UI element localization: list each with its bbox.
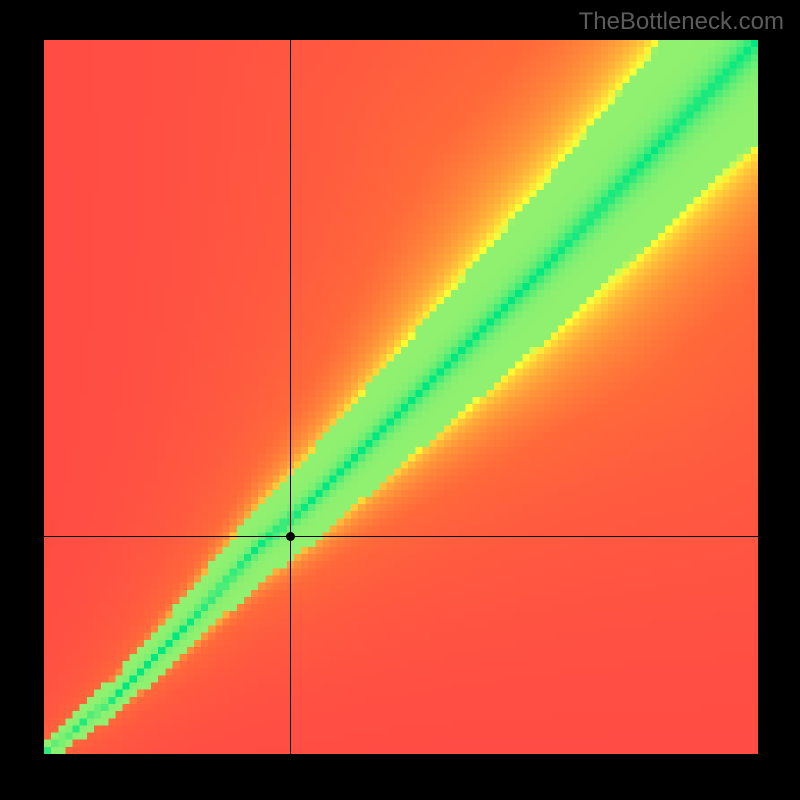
- crosshair-horizontal: [44, 536, 758, 537]
- watermark-text: TheBottleneck.com: [579, 8, 784, 36]
- crosshair-vertical: [290, 40, 291, 754]
- plot-area: [44, 40, 758, 754]
- heatmap-canvas: [44, 40, 758, 754]
- target-dot: [286, 532, 295, 541]
- heatmap-canvas-wrap: [44, 40, 758, 754]
- chart-container: { "watermark": "TheBottleneck.com", "cha…: [0, 0, 800, 800]
